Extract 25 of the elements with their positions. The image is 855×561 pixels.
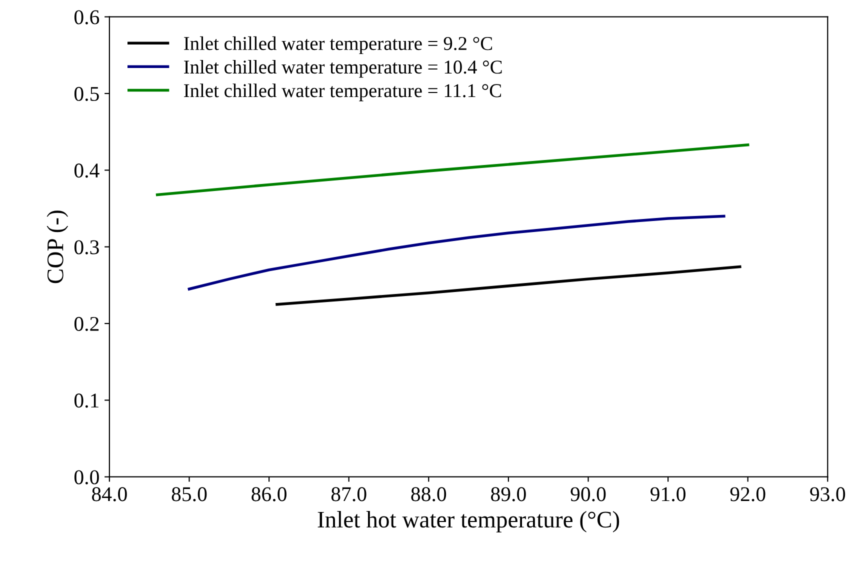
y-tick-label: 0.4 xyxy=(74,164,100,178)
x-tick-label: 87.0 xyxy=(331,487,366,502)
legend-label: Inlet chilled water temperature = 9.2 °C xyxy=(184,36,492,54)
x-tick-label: 91.0 xyxy=(650,487,686,502)
x-tick-label: 84.0 xyxy=(92,487,127,502)
x-tick-label: 85.0 xyxy=(172,487,207,502)
x-tick-label: 86.0 xyxy=(252,487,286,502)
y-tick-label: 0.5 xyxy=(74,86,99,102)
line-series xyxy=(188,214,726,290)
x-tick-label: 90.0 xyxy=(570,487,606,502)
y-tick-label: 0.1 xyxy=(74,394,98,408)
y-tick-label: 0.3 xyxy=(74,240,99,254)
line-series xyxy=(156,143,750,196)
y-tick-label: 0.2 xyxy=(74,316,99,332)
y-tick-label: 0.6 xyxy=(74,10,100,24)
x-tick-label: 88.0 xyxy=(411,487,446,502)
legend-label: Inlet chilled water temperature = 11.1 °C xyxy=(184,84,502,102)
y-tick-label: 0.0 xyxy=(74,470,99,484)
x-tick-label: 89.0 xyxy=(491,487,526,502)
line-series xyxy=(276,265,742,306)
x-tick-label: 93.0 xyxy=(810,487,846,502)
y-axis-title: COP (-) xyxy=(46,210,68,284)
x-axis-title: Inlet hot water temperature (°C) xyxy=(318,511,620,532)
x-tick-label: 92.0 xyxy=(730,487,766,502)
legend-label: Inlet chilled water temperature = 10.4 °C xyxy=(184,60,502,78)
